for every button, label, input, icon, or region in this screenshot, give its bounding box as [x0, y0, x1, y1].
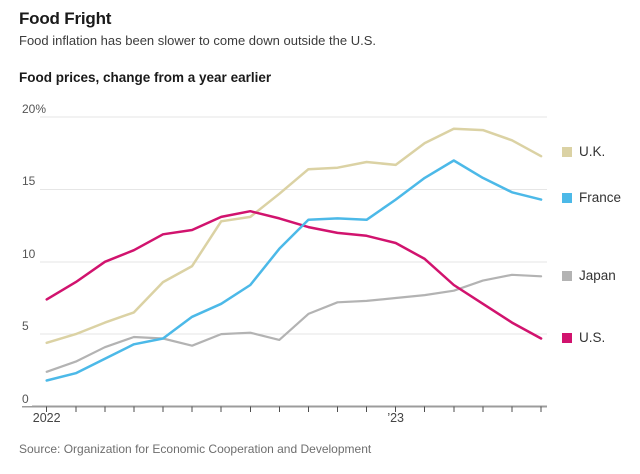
legend-item-japan: Japan: [562, 268, 616, 283]
legend-item-us: U.S.: [562, 330, 605, 345]
series-line-japan: [45, 273, 543, 373]
france-legend-swatch: [562, 192, 572, 203]
y-axis-tick-label: 15: [22, 175, 39, 189]
chart-title: Food Fright: [19, 9, 112, 28]
us-legend-swatch: [562, 332, 572, 343]
us-legend-label: U.S.: [579, 330, 606, 345]
y-axis-tick-label: 20%: [22, 103, 50, 117]
series-line-uk: [45, 127, 543, 345]
source-note: Source: Organization for Economic Cooper…: [19, 442, 372, 456]
x-axis-tick-label: 2022: [32, 411, 61, 425]
chart-subtitle: Food inflation has been slower to come d…: [19, 33, 376, 48]
japan-legend-label: Japan: [579, 268, 616, 283]
legend-item-france: France: [562, 190, 621, 205]
uk-legend-swatch: [562, 146, 572, 157]
uk-legend-label: U.K.: [579, 144, 606, 159]
y-axis-tick-label: 10: [22, 247, 39, 261]
chart-units-label: Food prices, change from a year earlier: [19, 70, 272, 85]
series-line-france: [45, 159, 543, 382]
japan-legend-swatch: [562, 270, 572, 281]
x-axis-tick-label: ’23: [387, 411, 404, 425]
legend-item-uk: U.K.: [562, 144, 605, 159]
y-axis-tick-label: 0: [22, 392, 32, 406]
y-axis-tick-label: 5: [22, 320, 32, 334]
france-legend-label: France: [579, 190, 622, 205]
series-line-us: [45, 209, 543, 340]
